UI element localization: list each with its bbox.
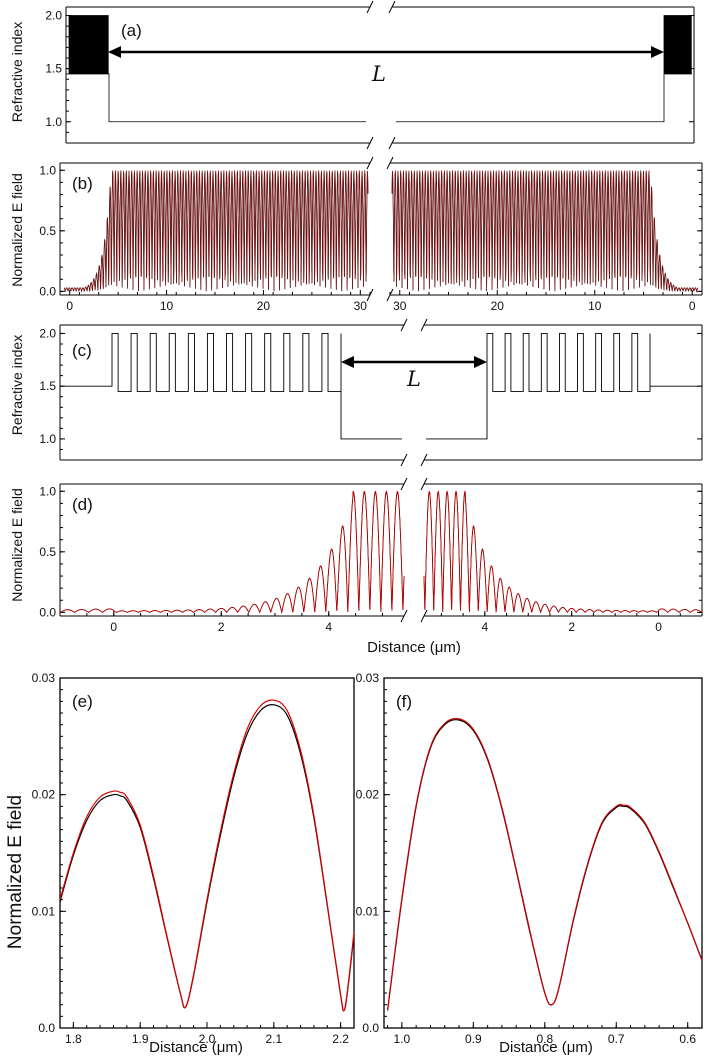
break-mark-d <box>400 609 408 623</box>
series-red-e <box>59 699 355 1012</box>
ylabel-panel-a: Refractive index <box>9 22 25 122</box>
ytick-label-c: 1.5 <box>39 379 56 393</box>
panel-label-e: (e) <box>72 692 93 711</box>
ylabel-panel-c: Refractive index <box>9 335 25 435</box>
panel-label-f: (f) <box>396 692 412 711</box>
ytick-label-a: 1.5 <box>45 62 62 76</box>
break-mark-b <box>366 156 374 170</box>
data-layer <box>59 15 703 1012</box>
ylabel-panel-e: Normalized E field <box>5 795 26 949</box>
xtick-label-right-b: 10 <box>588 299 602 313</box>
xlabel-panel-e: Distance (μm) <box>149 1039 243 1056</box>
plot-frame-f <box>383 677 703 1029</box>
xtick-label-f: 0.9 <box>465 1032 482 1046</box>
ytick-label-e: 0.0 <box>38 1021 55 1035</box>
xtick-label-left-d: 0 <box>110 620 117 634</box>
field-series-computed-left-d <box>59 490 405 614</box>
cavity-arrowhead-left-c <box>341 356 354 368</box>
xtick-label-f: 0.8 <box>536 1032 553 1046</box>
ytick-label-e: 0.01 <box>32 904 56 918</box>
xlabel-top-distance: Distance (μm) <box>367 639 461 656</box>
ytick-label-d: 0.0 <box>39 605 56 619</box>
ytick-label-d: 1.0 <box>39 484 56 498</box>
cavity-arrowhead-right-a <box>651 46 664 58</box>
field-series-computed-right-d <box>423 490 703 614</box>
ytick-label-b: 0.0 <box>39 284 56 298</box>
ytick-label-c: 2.0 <box>39 326 56 340</box>
xtick-label-e: 2.2 <box>332 1032 349 1046</box>
break-mark-c <box>400 453 408 467</box>
xtick-label-f: 1.0 <box>394 1032 411 1046</box>
xtick-label-f: 0.7 <box>608 1032 625 1046</box>
xtick-label-left-d: 4 <box>325 620 332 634</box>
ylabel-panel-d: Normalized E field <box>9 488 25 602</box>
ytick-label-b: 1.0 <box>39 163 56 177</box>
field-series-computed-left-b <box>63 169 369 293</box>
xtick-label-left-b: 30 <box>354 299 368 313</box>
index-profile-right-a <box>396 15 692 123</box>
panel-label-a: (a) <box>121 21 142 40</box>
cavity-length-label-a: L <box>371 62 386 86</box>
break-mark-b <box>386 156 394 170</box>
index-profile-right-c <box>426 332 702 440</box>
ytick-label-f: 0.03 <box>356 671 380 685</box>
index-profile-left-a <box>66 15 366 123</box>
plot-frame-e <box>59 677 355 1029</box>
xtick-label-e: 1.8 <box>65 1032 82 1046</box>
xtick-label-right-b: 20 <box>491 299 505 313</box>
xtick-label-right-d: 4 <box>481 620 488 634</box>
series-black-f <box>386 719 703 1011</box>
xtick-label-right-b: 0 <box>689 299 696 313</box>
ylabel-panel-b: Normalized E field <box>9 173 25 287</box>
ytick-label-c: 1.0 <box>39 432 56 446</box>
break-mark-a <box>366 136 374 150</box>
index-profile-left-c <box>60 332 402 440</box>
field-series-reference-right-d <box>423 491 703 614</box>
ytick-label-e: 0.02 <box>32 788 56 802</box>
break-mark-a <box>388 0 396 14</box>
axes-layer: 1.01.52.00.00.51.00 10 20 30 30 20 10 01.01.52.… <box>32 0 703 1046</box>
ytick-label-a: 2.0 <box>45 9 62 23</box>
ytick-label-b: 0.5 <box>39 224 56 238</box>
xtick-label-e: 2.1 <box>265 1032 282 1046</box>
cavity-arrowhead-left-a <box>108 46 121 58</box>
panel-label-b: (b) <box>72 174 93 193</box>
field-series-reference-left-d <box>59 491 405 614</box>
cavity-arrowhead-right-c <box>474 356 487 368</box>
ytick-label-f: 0.02 <box>356 788 380 802</box>
xtick-label-left-b: 20 <box>257 299 271 313</box>
xtick-label-right-d: 0 <box>655 620 662 634</box>
ytick-label-a: 1.0 <box>45 115 62 129</box>
ytick-label-f: 0.0 <box>362 1021 379 1035</box>
series-red-f <box>386 717 703 1011</box>
break-mark-c <box>400 318 408 332</box>
xtick-label-e: 1.9 <box>132 1032 149 1046</box>
panel-label-c: (c) <box>72 341 92 360</box>
xtick-label-e: 2.0 <box>199 1032 216 1046</box>
series-black-e <box>59 704 355 1012</box>
break-mark-d <box>420 609 428 623</box>
ytick-label-f: 0.01 <box>356 904 380 918</box>
ytick-label-e: 0.03 <box>32 671 56 685</box>
xlabel-panel-f: Distance (μm) <box>499 1039 593 1056</box>
break-mark-d <box>400 477 408 491</box>
xtick-label-f: 0.6 <box>679 1032 696 1046</box>
panel-label-d: (d) <box>72 495 93 514</box>
xtick-label-left-b: 10 <box>160 299 174 313</box>
cavity-length-label-c: L <box>406 367 421 391</box>
field-series-computed-right-b <box>391 169 699 292</box>
xtick-label-right-d: 2 <box>568 620 575 634</box>
xtick-label-right-b: 30 <box>393 299 407 313</box>
break-mark-a <box>388 136 396 150</box>
break-mark-c <box>420 318 428 332</box>
break-mark-a <box>366 0 374 14</box>
break-mark-d <box>420 477 428 491</box>
break-mark-c <box>420 453 428 467</box>
ytick-label-d: 0.5 <box>39 545 56 559</box>
xtick-label-left-d: 2 <box>218 620 225 634</box>
xtick-label-left-b: 0 <box>66 299 73 313</box>
